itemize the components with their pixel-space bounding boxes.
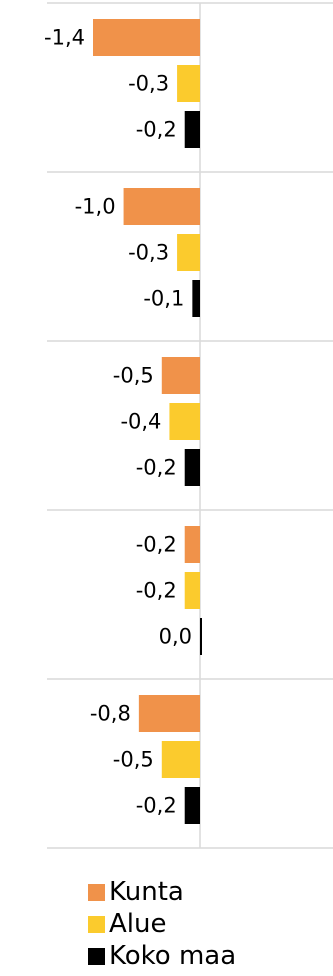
bars bbox=[93, 19, 202, 824]
data-label: -1,4 bbox=[44, 26, 85, 50]
data-label: -0,4 bbox=[120, 410, 161, 434]
legend-item-kunta: Kunta bbox=[88, 876, 236, 908]
bar bbox=[184, 526, 200, 563]
data-label: -0,2 bbox=[136, 794, 177, 818]
data-label: -0,8 bbox=[90, 702, 131, 726]
data-label: -0,3 bbox=[128, 241, 169, 265]
legend-swatch-alue bbox=[88, 915, 105, 933]
data-label: -0,5 bbox=[113, 364, 154, 388]
bar bbox=[192, 280, 200, 317]
bar bbox=[184, 111, 200, 148]
legend: Kunta Alue Koko maa bbox=[88, 876, 236, 972]
legend-label-alue: Alue bbox=[109, 909, 167, 939]
bar bbox=[123, 188, 200, 225]
legend-swatch-kunta bbox=[88, 883, 105, 901]
data-label: 0,0 bbox=[159, 625, 192, 649]
data-label: -0,5 bbox=[113, 748, 154, 772]
bar bbox=[169, 403, 200, 440]
bar bbox=[184, 572, 200, 609]
legend-item-koko-maa: Koko maa bbox=[88, 940, 236, 972]
legend-item-alue: Alue bbox=[88, 908, 236, 940]
legend-label-koko-maa: Koko maa bbox=[109, 941, 237, 971]
bar-chart: -1,4 -0,3 -0,2 -1,0 -0,3 -0,1 -0,5 -0,4 -0,2 -0,2… bbox=[44, 2, 333, 849]
legend-label-kunta: Kunta bbox=[109, 877, 184, 907]
data-label: -0,1 bbox=[143, 287, 184, 311]
data-label: -0,2 bbox=[136, 533, 177, 557]
bar bbox=[161, 741, 200, 778]
data-label: -1,0 bbox=[75, 195, 116, 219]
bar bbox=[184, 787, 200, 824]
bar bbox=[161, 357, 200, 394]
bar bbox=[93, 19, 200, 56]
bar bbox=[177, 65, 200, 102]
bar bbox=[138, 695, 200, 732]
data-label: -0,3 bbox=[128, 72, 169, 96]
data-label: -0,2 bbox=[136, 579, 177, 603]
data-label: -0,2 bbox=[136, 456, 177, 480]
bar bbox=[184, 449, 200, 486]
data-labels: -1,4 -0,3 -0,2 -1,0 -0,3 -0,1 -0,5 -0,4 -0,2 -0,2… bbox=[44, 26, 192, 818]
bar bbox=[177, 234, 200, 271]
bar bbox=[200, 618, 202, 655]
legend-swatch-koko-maa bbox=[88, 947, 105, 965]
data-label: -0,2 bbox=[136, 118, 177, 142]
